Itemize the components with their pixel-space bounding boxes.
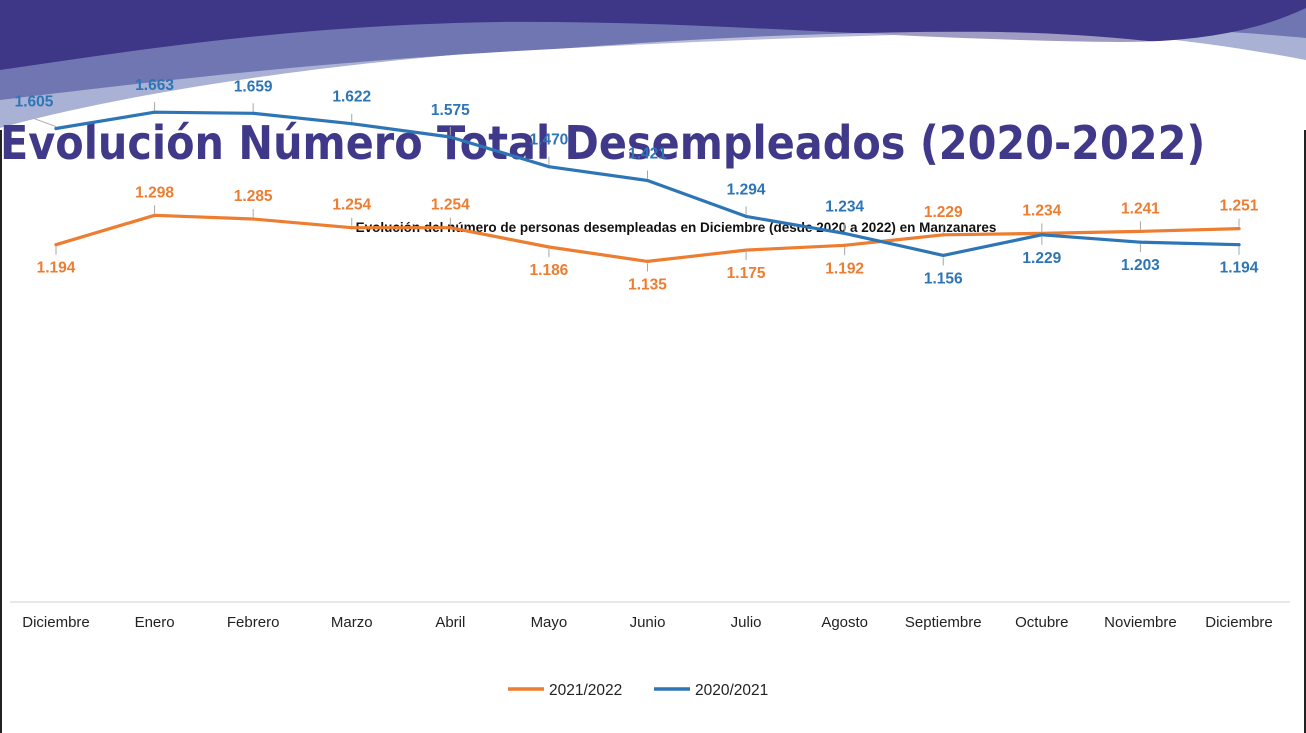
data-point-2021-2022 [251,217,255,221]
data-point-2020-2021 [645,178,650,183]
x-tick-label: Diciembre [1205,614,1273,631]
x-tick-label: Enero [135,614,175,631]
data-point-2020-2021 [1040,233,1044,237]
legend-label-2021-2022: 2021/2022 [549,682,622,699]
data-label-2021-2022: 1.241 [1121,200,1160,217]
data-label-2020-2021: 1.622 [332,89,371,106]
data-point-2021-2022 [152,213,157,217]
header-banner [0,0,1306,134]
data-label-2020-2021: 1.470 [530,132,569,149]
data-point-2021-2022 [843,243,847,247]
data-label-2021-2022: 1.229 [924,204,963,221]
data-point-2021-2022 [941,233,945,237]
data-point-2021-2022 [645,259,650,263]
data-label-2021-2022: 1.175 [727,265,766,282]
data-label-2020-2021: 1.294 [727,181,766,198]
data-label-2020-2021: 1.605 [15,94,54,111]
x-tick-label: Octubre [1015,614,1068,631]
x-tick-label: Noviembre [1104,614,1177,631]
x-tick-label: Mayo [531,614,568,631]
data-label-2020-2021: 1.194 [1220,260,1259,277]
page-title: Evolución Número Total Desempleados (202… [0,116,1206,170]
data-point-2020-2021 [251,111,255,115]
data-point-2021-2022 [350,226,354,230]
data-label-2020-2021: 1.234 [825,198,864,215]
data-point-2021-2022 [1138,229,1143,234]
data-label-2021-2022: 1.192 [825,260,864,277]
label-leader-2020-2021 [33,118,57,128]
frame-border-right [1304,130,1306,733]
data-label-2021-2022: 1.194 [37,260,76,277]
data-point-2021-2022 [448,226,452,230]
data-label-2020-2021: 1.421 [628,146,667,163]
data-point-2020-2021 [744,214,748,219]
frame-border-left [0,130,2,733]
data-label-2021-2022: 1.251 [1220,198,1259,215]
data-label-2021-2022: 1.285 [234,188,273,205]
data-label-2020-2021: 1.663 [135,77,174,94]
data-label-2020-2021: 1.659 [234,78,273,95]
legend-label-2020-2021: 2020/2021 [695,682,768,699]
data-label-2020-2021: 1.156 [924,270,963,287]
banner-highlight [0,31,1306,134]
x-tick-label: Diciembre [22,614,90,631]
data-label-2021-2022: 1.135 [628,276,667,293]
data-label-2020-2021: 1.229 [1022,250,1061,267]
data-point-2020-2021 [54,126,58,131]
x-tick-label: Junio [630,614,666,631]
data-point-2020-2021 [547,165,551,169]
data-label-2021-2022: 1.254 [332,197,371,214]
data-point-2020-2021 [1138,240,1143,244]
data-point-2021-2022 [547,245,551,249]
data-point-2021-2022 [1237,226,1241,231]
data-label-2021-2022: 1.186 [530,262,569,279]
data-point-2020-2021 [350,122,354,126]
x-tick-label: Febrero [227,614,280,631]
data-label-2020-2021: 1.575 [431,102,470,119]
data-label-2021-2022: 1.254 [431,197,470,214]
data-point-2021-2022 [744,248,748,252]
data-point-2021-2022 [54,243,58,247]
x-tick-label: Abril [435,614,465,631]
data-label-2021-2022: 1.298 [135,184,174,201]
data-point-2020-2021 [1237,243,1241,247]
data-point-2020-2021 [152,110,157,114]
data-point-2020-2021 [843,231,847,235]
x-tick-label: Marzo [331,614,373,631]
data-point-2020-2021 [448,135,452,139]
x-tick-label: Agosto [821,614,868,631]
x-tick-label: Julio [731,614,762,631]
series-line-2021-2022 [54,213,1241,263]
data-label-2020-2021: 1.203 [1121,257,1160,274]
x-tick-label: Septiembre [905,614,982,631]
data-label-2021-2022: 1.234 [1022,202,1061,219]
banner-wave-dark [0,0,1306,70]
data-point-2020-2021 [941,253,945,258]
